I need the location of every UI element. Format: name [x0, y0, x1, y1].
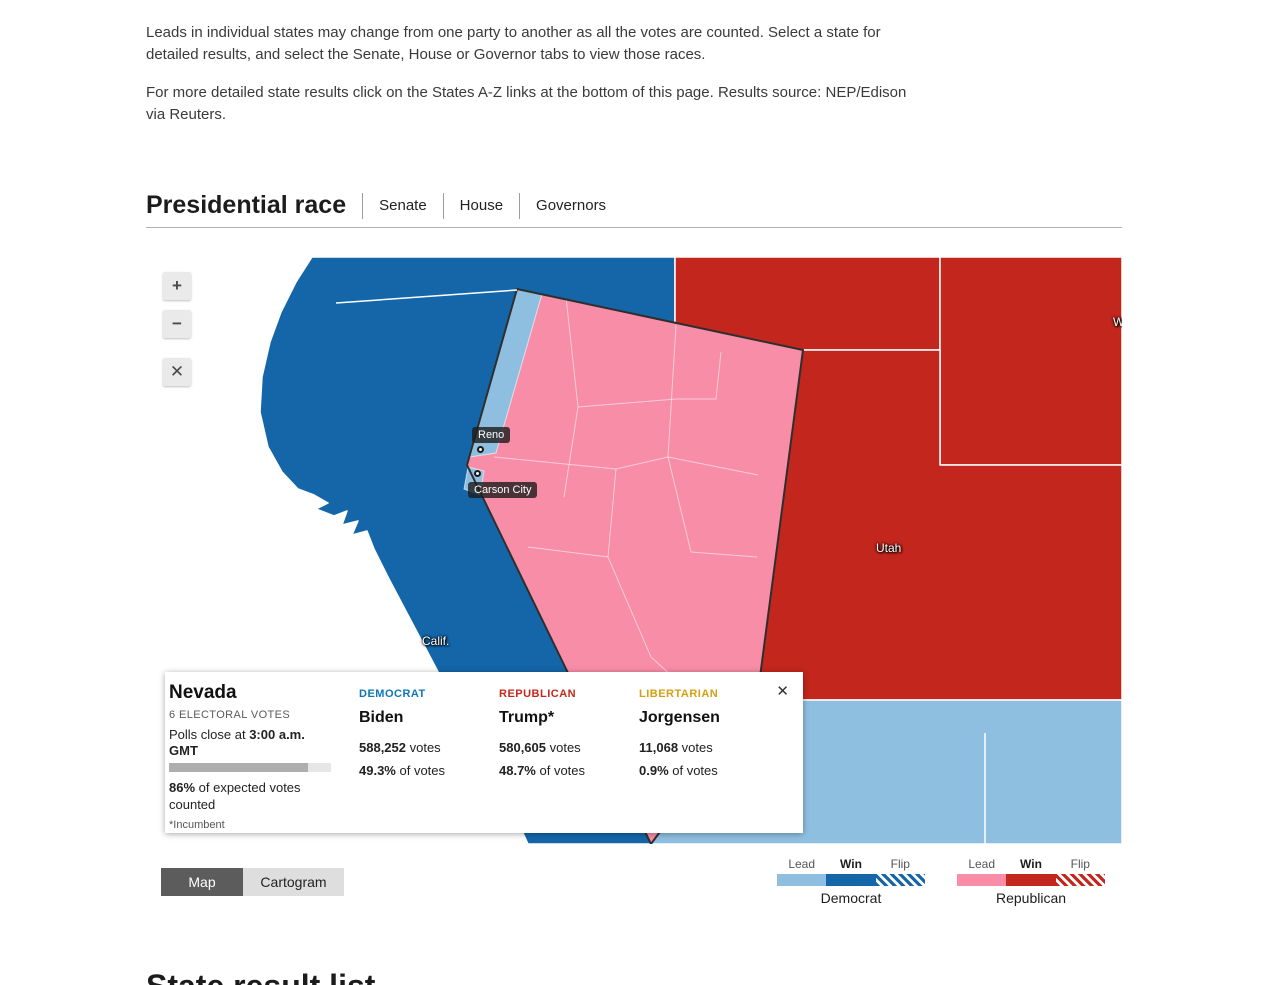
- pct-suffix: of votes: [668, 763, 718, 778]
- candidate-pct: 49.3% of votes: [359, 763, 499, 778]
- candidate-libertarian: LIBERTARIAN Jorgensen 11,068 votes 0.9% …: [639, 688, 779, 786]
- votes-number: 588,252: [359, 740, 406, 755]
- tab-divider: [362, 192, 364, 219]
- popup-electoral-votes: 6 ELECTORAL VOTES: [169, 709, 291, 721]
- map-close-button[interactable]: ✕: [163, 358, 191, 386]
- nevada-county-borders: [493, 296, 759, 710]
- progress-fill: [169, 763, 309, 772]
- candidate-votes: 588,252 votes: [359, 740, 499, 755]
- votes-number: 11,068: [639, 740, 679, 755]
- votes-number: 580,605: [499, 740, 546, 755]
- count-progress-bar: [169, 763, 331, 772]
- zoom-out-button[interactable]: −: [163, 310, 191, 338]
- city-label-reno: Reno: [472, 427, 511, 443]
- party-label: DEMOCRAT: [359, 688, 426, 700]
- counted-suffix: of expected votes counted: [169, 780, 301, 812]
- candidate-republican: REPUBLICAN Trump* 580,605 votes 48.7% of…: [499, 688, 639, 786]
- state-label-utah: Utah: [876, 541, 902, 555]
- legend-lead-label: Lead: [788, 857, 816, 871]
- popup-counted: 86% of expected votes counted: [169, 779, 319, 813]
- pct-number: 48.7%: [499, 763, 536, 778]
- popup-state-name: Nevada: [169, 682, 237, 703]
- tab-governors[interactable]: Governors: [536, 197, 607, 214]
- counted-pct: 86%: [169, 780, 196, 795]
- below-map-row: Map Cartogram Lead Win Flip Democrat Lea…: [146, 855, 1122, 915]
- zoom-in-button[interactable]: +: [163, 272, 191, 300]
- swatch-republican-flip: [1055, 874, 1105, 886]
- votes-suffix: votes: [406, 740, 441, 755]
- pct-number: 49.3%: [359, 763, 396, 778]
- votes-suffix: votes: [678, 740, 713, 755]
- tab-house[interactable]: House: [459, 197, 504, 214]
- candidate-name: Biden: [359, 709, 404, 726]
- party-label: REPUBLICAN: [499, 688, 577, 700]
- state-label-california: Calif.: [422, 634, 450, 648]
- tab-divider: [519, 192, 521, 219]
- city-marker-reno: [477, 446, 484, 453]
- party-label: LIBERTARIAN: [639, 688, 719, 700]
- swatch-democrat-flip: [875, 874, 925, 886]
- legend-swatches: [957, 874, 1105, 886]
- city-marker-carson-city: [474, 470, 481, 477]
- state-wyoming[interactable]: [939, 257, 1122, 466]
- border-oregon-california: [335, 289, 518, 304]
- candidate-name: Jorgensen: [639, 709, 720, 726]
- polls-close-prefix: Polls close at: [169, 727, 250, 742]
- state-label-wyoming: W: [1113, 315, 1122, 329]
- tab-divider: [442, 192, 444, 219]
- swatch-republican-win: [1006, 874, 1056, 886]
- legend-democrat: Lead Win Flip Democrat: [777, 857, 925, 906]
- legend-win-label: Win: [840, 857, 862, 871]
- state-results-popup: ✕ Nevada 6 ELECTORAL VOTES Polls close a…: [165, 672, 803, 833]
- swatch-democrat-lead: [777, 874, 827, 886]
- legend-labels: Lead Win Flip: [957, 857, 1105, 871]
- polls-close-time: 3:00 a.m. GMT: [169, 727, 305, 758]
- candidate-votes: 11,068 votes: [639, 740, 779, 755]
- pct-suffix: of votes: [395, 763, 446, 778]
- intro-paragraph-1: Leads in individual states may change fr…: [146, 24, 881, 63]
- candidate-democrat: DEMOCRAT Biden 588,252 votes 49.3% of vo…: [359, 688, 499, 786]
- candidate-name: Trump*: [499, 709, 555, 726]
- popup-summary: Nevada 6 ELECTORAL VOTES Polls close at …: [169, 682, 345, 831]
- race-tabs: Presidential race Senate House Governors: [146, 184, 1122, 228]
- legend-win-label: Win: [1020, 857, 1042, 871]
- swatch-democrat-win: [826, 874, 876, 886]
- popup-close-icon[interactable]: ✕: [776, 683, 789, 700]
- legend-republican-name: Republican: [995, 890, 1067, 906]
- candidate-pct: 48.7% of votes: [499, 763, 639, 778]
- legend-lead-label: Lead: [968, 857, 996, 871]
- swatch-republican-lead: [957, 874, 1007, 886]
- tab-presidential-race[interactable]: Presidential race: [146, 191, 347, 219]
- legend-democrat-name: Democrat: [820, 890, 882, 906]
- view-toggle: Map Cartogram: [161, 868, 344, 896]
- state-result-list-heading: State result list: [146, 970, 375, 985]
- candidate-votes: 580,605 votes: [499, 740, 639, 755]
- candidate-columns: DEMOCRAT Biden 588,252 votes 49.3% of vo…: [359, 688, 779, 786]
- legend-flip-label: Flip: [890, 857, 910, 871]
- map-controls: + − ✕: [163, 272, 191, 396]
- election-map[interactable]: Reno Carson City Calif. Utah W + − ✕ ✕ N…: [146, 257, 1122, 844]
- popup-polls-close: Polls close at 3:00 a.m. GMT: [169, 727, 337, 759]
- votes-suffix: votes: [546, 740, 581, 755]
- pct-number: 0.9%: [639, 763, 669, 778]
- pct-suffix: of votes: [535, 763, 586, 778]
- toggle-map-button[interactable]: Map: [161, 868, 243, 896]
- legend-flip-label: Flip: [1070, 857, 1090, 871]
- tab-senate[interactable]: Senate: [379, 197, 427, 214]
- legend-swatches: [777, 874, 925, 886]
- intro: Leads in individual states may change fr…: [146, 22, 916, 142]
- intro-paragraph-2: For more detailed state results click on…: [146, 84, 907, 123]
- city-label-carson-city: Carson City: [468, 482, 538, 498]
- legend-labels: Lead Win Flip: [777, 857, 925, 871]
- toggle-cartogram-button[interactable]: Cartogram: [243, 868, 344, 896]
- legend-republican: Lead Win Flip Republican: [957, 857, 1105, 906]
- candidate-pct: 0.9% of votes: [639, 763, 779, 778]
- incumbent-note: *Incumbent: [169, 819, 225, 831]
